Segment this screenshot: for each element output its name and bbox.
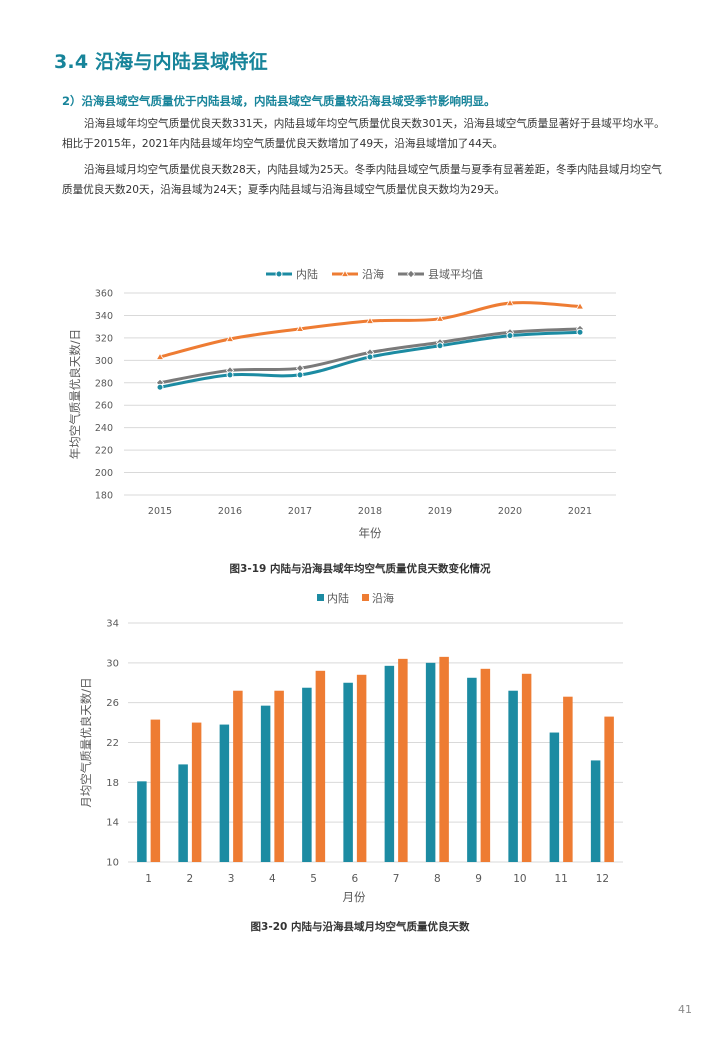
data-point-内陆 bbox=[226, 371, 234, 379]
subheading: 2）沿海县域空气质量优于内陆县域，内陆县域空气质量较沿海县域受季节影响明显。 bbox=[62, 94, 496, 108]
data-point-县域平均值 bbox=[295, 364, 305, 373]
bar-内陆 bbox=[137, 781, 147, 862]
y-tick-label: 30 bbox=[106, 658, 119, 669]
x-tick-label: 1 bbox=[145, 873, 152, 885]
y-tick-label: 18 bbox=[106, 778, 119, 789]
x-tick-label: 6 bbox=[352, 873, 359, 885]
bar-内陆 bbox=[219, 724, 230, 862]
bar-沿海 bbox=[150, 719, 161, 862]
x-tick-label: 3 bbox=[228, 873, 235, 885]
x-tick-label: 2020 bbox=[498, 506, 522, 517]
legend-marker bbox=[406, 269, 416, 279]
bar-沿海 bbox=[233, 690, 243, 862]
legend-label: 沿海 bbox=[372, 591, 394, 605]
data-point-沿海 bbox=[295, 324, 305, 332]
figure-caption-monthly: 图3-20 内陆与沿海县域月均空气质量优良天数 bbox=[250, 921, 470, 933]
bar-沿海 bbox=[439, 656, 449, 862]
y-tick-label: 14 bbox=[106, 818, 119, 829]
y-tick-label: 320 bbox=[95, 333, 113, 344]
data-point-内陆 bbox=[506, 332, 514, 340]
legend-marker bbox=[340, 269, 350, 277]
annual-line-chart: 180 200 220 240 260 280 300 320 340 360 2015 2016 20… bbox=[68, 267, 616, 540]
bar-内陆 bbox=[467, 677, 477, 862]
x-tick-label: 10 bbox=[513, 873, 526, 885]
data-point-沿海 bbox=[155, 352, 165, 360]
bar-沿海 bbox=[191, 722, 202, 862]
bar-内陆 bbox=[549, 732, 560, 862]
y-axis-title: 月均空气质量优良天数/日 bbox=[79, 677, 93, 807]
bar-沿海 bbox=[604, 716, 614, 862]
x-tick-label: 9 bbox=[475, 873, 482, 885]
y-tick-label: 34 bbox=[106, 619, 119, 630]
data-point-内陆 bbox=[296, 371, 304, 379]
y-tick-label: 280 bbox=[95, 378, 113, 389]
x-tick-label: 11 bbox=[554, 873, 567, 885]
bar-沿海 bbox=[563, 696, 573, 862]
page-number: 41 bbox=[678, 1003, 692, 1016]
y-tick-label: 200 bbox=[95, 468, 113, 479]
bar-内陆 bbox=[384, 665, 395, 862]
section-title: 3.4 沿海与内陆县域特征 bbox=[54, 51, 268, 73]
x-tick-label: 2018 bbox=[358, 506, 382, 517]
x-tick-label: 2015 bbox=[148, 506, 172, 517]
x-tick-label: 2021 bbox=[568, 506, 592, 517]
x-tick-label: 2 bbox=[187, 873, 194, 885]
bar-内陆 bbox=[590, 760, 601, 862]
legend-label: 沿海 bbox=[362, 267, 384, 281]
bar-沿海 bbox=[274, 690, 284, 862]
bar-内陆 bbox=[343, 682, 353, 862]
x-tick-label: 4 bbox=[269, 873, 276, 885]
bar-内陆 bbox=[508, 690, 518, 862]
bar-沿海 bbox=[315, 670, 326, 862]
data-point-内陆 bbox=[366, 353, 374, 361]
bar-内陆 bbox=[260, 705, 271, 862]
x-tick-label: 12 bbox=[596, 873, 609, 885]
data-point-沿海 bbox=[225, 334, 235, 342]
data-point-沿海 bbox=[575, 302, 585, 310]
y-tick-label: 180 bbox=[95, 491, 113, 502]
data-point-沿海 bbox=[505, 298, 515, 306]
y-tick-label: 300 bbox=[95, 356, 113, 367]
y-axis-title: 年均空气质量优良天数/日 bbox=[68, 329, 82, 459]
bar-沿海 bbox=[521, 673, 532, 862]
x-tick-label: 2017 bbox=[288, 506, 312, 517]
y-tick-label: 340 bbox=[95, 311, 113, 322]
x-tick-label: 7 bbox=[393, 873, 400, 885]
legend-label: 县域平均值 bbox=[428, 268, 483, 281]
data-point-沿海 bbox=[365, 316, 375, 324]
x-tick-label: 2016 bbox=[218, 506, 242, 517]
data-point-内陆 bbox=[576, 328, 584, 336]
data-point-内陆 bbox=[156, 383, 164, 391]
bar-沿海 bbox=[398, 658, 408, 862]
y-tick-label: 220 bbox=[95, 446, 113, 457]
y-tick-label: 26 bbox=[106, 698, 119, 709]
bar-内陆 bbox=[302, 687, 312, 862]
y-tick-label: 240 bbox=[95, 423, 113, 434]
y-tick-label: 260 bbox=[95, 401, 113, 412]
y-tick-label: 22 bbox=[106, 738, 119, 749]
bar-沿海 bbox=[480, 668, 491, 862]
x-tick-label: 2019 bbox=[428, 506, 452, 517]
legend-swatch bbox=[362, 594, 369, 601]
paragraph-1: 沿海县域年均空气质量优良天数331天，内陆县域年均空气质量优良天数301天，沿海… bbox=[62, 118, 665, 150]
bar-内陆 bbox=[178, 764, 188, 862]
y-tick-label: 360 bbox=[95, 289, 113, 300]
legend-swatch bbox=[317, 594, 324, 601]
x-axis-title: 年份 bbox=[359, 526, 382, 540]
data-point-内陆 bbox=[436, 342, 444, 350]
legend-marker bbox=[275, 270, 283, 278]
x-tick-label: 8 bbox=[434, 873, 441, 885]
legend-label: 内陆 bbox=[296, 267, 318, 281]
figure-caption-annual: 图3-19 内陆与沿海县域年均空气质量优良天数变化情况 bbox=[229, 563, 491, 575]
legend-label: 内陆 bbox=[327, 591, 349, 605]
paragraph-2: 沿海县域月均空气质量优良天数28天，内陆县域为25天。冬季内陆县域空气质量与夏季… bbox=[62, 164, 662, 196]
x-axis-title: 月份 bbox=[343, 890, 366, 904]
x-tick-label: 5 bbox=[310, 873, 317, 885]
bar-沿海 bbox=[356, 674, 367, 862]
bar-内陆 bbox=[425, 662, 436, 862]
data-point-沿海 bbox=[435, 314, 445, 322]
y-tick-label: 10 bbox=[106, 858, 119, 869]
